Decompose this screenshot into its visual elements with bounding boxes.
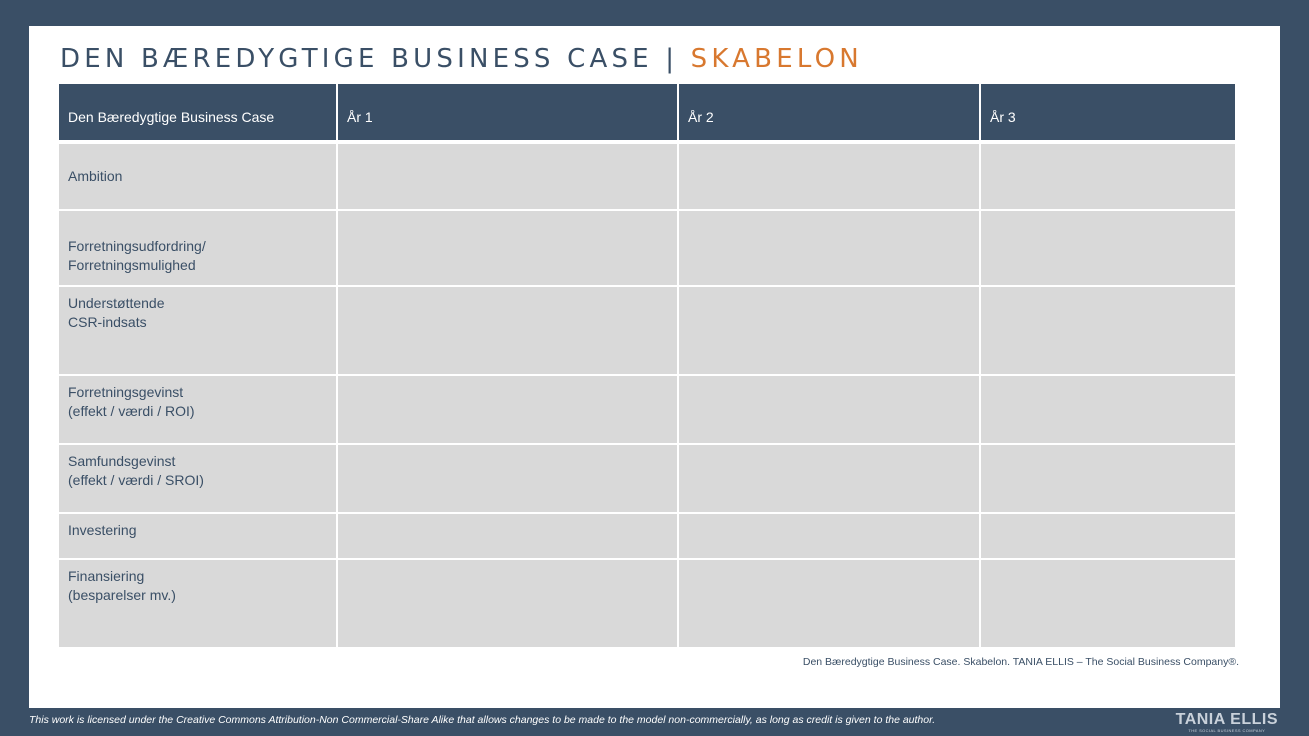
header-year-2: År 2 <box>677 84 980 144</box>
row-label-line: Finansiering <box>68 568 145 584</box>
logo-sub-text: THE SOCIAL BUSINESS COMPANY <box>1188 728 1266 733</box>
cell-year-3[interactable] <box>979 141 1235 210</box>
table-row: Forretningsudfordring/Forretningsmulighe… <box>59 209 1235 286</box>
table-header-row: Den Bæredygtige Business Case År 1 År 2 … <box>59 84 1235 144</box>
row-label-samfundsgevinst: Samfundsgevinst (effekt / værdi / SROI) <box>59 443 337 513</box>
cell-year-2[interactable] <box>677 285 980 375</box>
row-label-line: Samfundsgevinst <box>68 453 176 469</box>
cell-year-2[interactable] <box>677 443 980 513</box>
row-label-ambition: Ambition <box>59 141 337 210</box>
title-main: DEN BÆREDYGTIGE BUSINESS CASE | <box>60 44 691 74</box>
slide: DEN BÆREDYGTIGE BUSINESS CASE | SKABELON… <box>29 26 1280 708</box>
row-label-line: (effekt / værdi / SROI) <box>68 472 204 488</box>
row-label-forretningsgevinst: Forretningsgevinst (effekt / værdi / ROI) <box>59 374 337 444</box>
cell-year-1[interactable] <box>336 443 678 513</box>
cell-year-1[interactable] <box>336 512 678 559</box>
row-label-forretningsudfordring: Forretningsudfordring/Forretningsmulighe… <box>59 209 337 286</box>
header-case: Den Bæredygtige Business Case <box>59 84 337 144</box>
row-label-line: (besparelser mv.) <box>68 587 176 603</box>
table-row: Investering <box>59 512 1235 559</box>
row-label-line: Ambition <box>68 168 123 184</box>
row-label-csr: Understøttende CSR-indsats <box>59 285 337 375</box>
cell-year-1[interactable] <box>336 141 678 210</box>
table-caption: Den Bæredygtige Business Case. Skabelon.… <box>802 656 1239 668</box>
cell-year-1[interactable] <box>336 558 678 647</box>
cell-year-2[interactable] <box>677 209 980 286</box>
cell-year-3[interactable] <box>979 512 1235 559</box>
header-year-1: År 1 <box>336 84 678 144</box>
cell-year-2[interactable] <box>677 512 980 559</box>
cell-year-2[interactable] <box>677 558 980 647</box>
cell-year-3[interactable] <box>979 558 1235 647</box>
table-row: Samfundsgevinst (effekt / værdi / SROI) <box>59 443 1235 513</box>
logo-main-text: TANIA ELLIS <box>1175 711 1278 728</box>
business-case-table: Den Bæredygtige Business Case År 1 År 2 … <box>59 84 1235 647</box>
license-notice: This work is licensed under the Creative… <box>29 714 936 726</box>
table-row: Finansiering (besparelser mv.) <box>59 558 1235 647</box>
row-label-finansiering: Finansiering (besparelser mv.) <box>59 558 337 647</box>
table-row: Understøttende CSR-indsats <box>59 285 1235 375</box>
title-accent: SKABELON <box>690 44 863 74</box>
cell-year-3[interactable] <box>979 374 1235 444</box>
table-row: Forretningsgevinst (effekt / værdi / ROI) <box>59 374 1235 444</box>
cell-year-1[interactable] <box>336 209 678 286</box>
cell-year-1[interactable] <box>336 374 678 444</box>
row-label-line: Understøttende <box>68 295 165 311</box>
cell-year-1[interactable] <box>336 285 678 375</box>
row-label-investering: Investering <box>59 512 337 559</box>
cell-year-3[interactable] <box>979 443 1235 513</box>
table-row: Ambition <box>59 141 1235 210</box>
header-year-3: År 3 <box>979 84 1235 144</box>
row-label-line: (effekt / værdi / ROI) <box>68 403 195 419</box>
cell-year-3[interactable] <box>979 285 1235 375</box>
cell-year-2[interactable] <box>677 141 980 210</box>
cell-year-3[interactable] <box>979 209 1235 286</box>
cell-year-2[interactable] <box>677 374 980 444</box>
brand-logo: TANIA ELLIS THE SOCIAL BUSINESS COMPANY <box>1175 711 1278 734</box>
row-label-line: CSR-indsats <box>68 314 147 330</box>
row-label-line: Forretningsudfordring/ <box>68 238 206 254</box>
row-label-line: Forretningsmulighed <box>68 257 196 273</box>
page-title: DEN BÆREDYGTIGE BUSINESS CASE | SKABELON <box>60 44 863 74</box>
row-label-line: Forretningsgevinst <box>68 384 184 400</box>
row-label-line: Investering <box>68 522 137 538</box>
